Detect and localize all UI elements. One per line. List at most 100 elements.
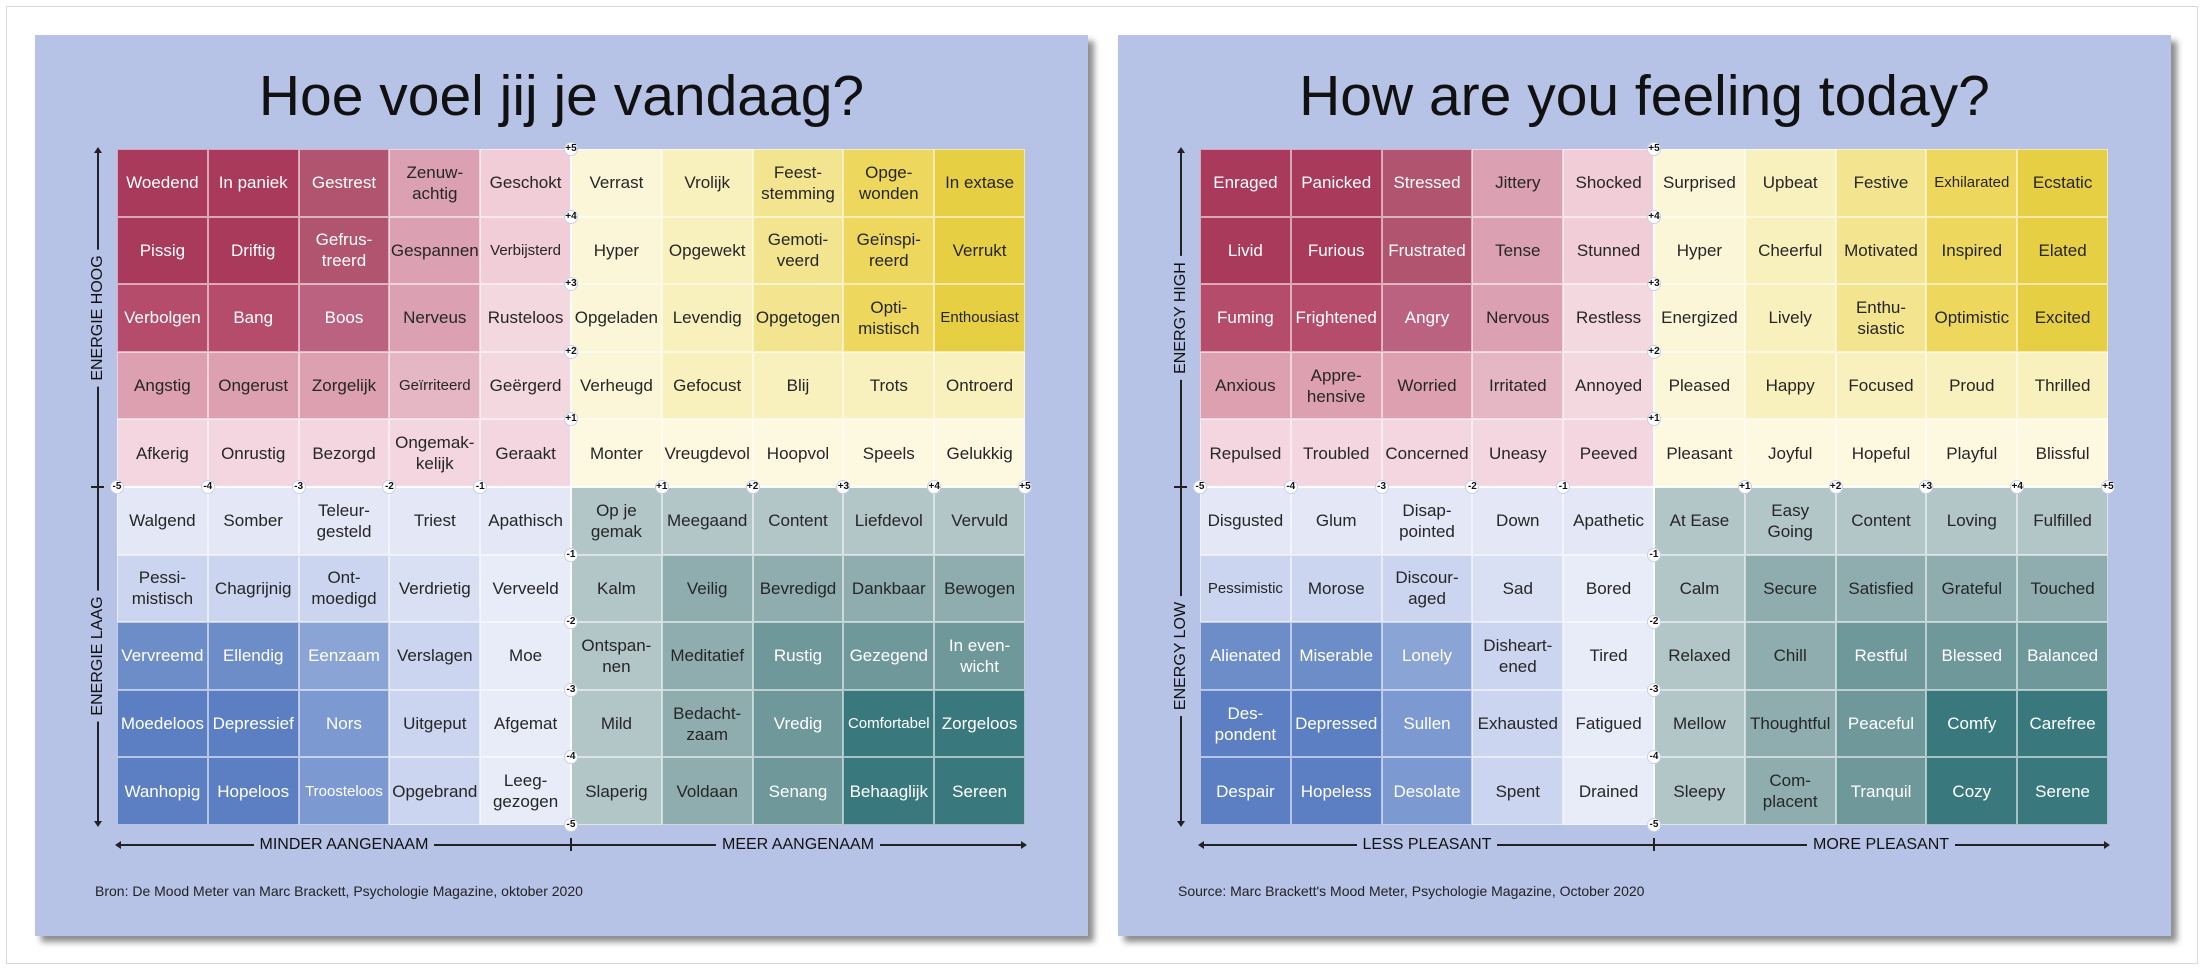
emotion-cell: Repulsed [1200, 419, 1291, 487]
emotion-cell: Woedend [117, 149, 208, 217]
emotion-cell: Rustig [752, 622, 844, 690]
emotion-cell: Onrustig [207, 419, 299, 487]
emotion-cell: Wanhopig [117, 757, 208, 825]
emotion-cell: Focused [1835, 351, 1927, 420]
mood-grid: Enraged Panicked Stressed Jittery Shocked Sur… [1193, 142, 2115, 832]
emotion-cell: Blij [752, 351, 844, 420]
x-axis-tick-label: +5 [1018, 480, 1032, 494]
x-axis-tick-label: -1 [1556, 480, 1571, 494]
emotion-cell: Opti- mistisch [843, 284, 935, 352]
emotion-cell: Exhilarated [1926, 149, 2018, 217]
emotion-cell: Sad [1472, 554, 1564, 623]
emotion-cell: Enthu- siastic [1835, 284, 1927, 352]
emotion-cell: Voldaan [661, 757, 753, 825]
emotion-cell: Enthousiast [934, 284, 1025, 352]
y-axis-tick-label: -2 [1647, 615, 1661, 630]
emotion-cell: Troubled [1290, 419, 1382, 487]
emotion-cell: Thoughtful [1744, 689, 1836, 758]
emotion-cell: Energized [1654, 284, 1745, 352]
emotion-cell: Optimistic [1926, 284, 2018, 352]
emotion-cell: Ongemak- kelijk [389, 419, 481, 487]
emotion-cell: Mild [571, 689, 662, 758]
panel-title: Hoe voel jij je vandaag? [258, 64, 865, 128]
emotion-cell: Boos [298, 284, 390, 352]
emotion-cell: Gemoti- veerd [752, 216, 844, 285]
pleasantness-axis-center-tick [1653, 838, 1655, 851]
emotion-cell: Moedeloos [117, 689, 208, 758]
emotion-cell: Hopeloos [207, 757, 299, 825]
emotion-cell: Furious [1290, 216, 1382, 285]
emotion-cell: Cheerful [1744, 216, 1836, 285]
emotion-cell: Vrolijk [661, 149, 753, 217]
emotion-cell: Geërgerd [480, 351, 571, 420]
emotion-cell: Apathetic [1563, 487, 1654, 555]
arrow-down-icon [1176, 821, 1185, 827]
emotion-cell: Geraakt [480, 419, 571, 487]
y-axis-tick-label: -2 [564, 615, 578, 630]
emotion-cell: Ongerust [207, 351, 299, 420]
emotion-cell: Appre- hensive [1290, 351, 1382, 420]
emotion-cell: Opgetogen [752, 284, 844, 352]
x-axis-tick-label: -5 [110, 480, 124, 494]
y-axis-tick-label: -5 [1647, 818, 1661, 832]
emotion-cell: Down [1472, 487, 1564, 555]
emotion-cell: Verheugd [571, 351, 662, 420]
emotion-cell: Disgusted [1200, 487, 1291, 555]
emotion-cell: Ontspan- nen [571, 622, 662, 690]
emotion-cell: In extase [934, 149, 1025, 217]
emotion-cell: Panicked [1290, 149, 1382, 217]
emotion-cell: Gezegend [843, 622, 935, 690]
arrow-left-icon [115, 840, 121, 849]
emotion-cell: Shocked [1563, 149, 1654, 217]
vertical-axis-line [570, 149, 572, 825]
emotion-cell: Secure [1744, 554, 1836, 623]
emotion-cell: Bewogen [934, 554, 1025, 623]
emotion-cell: Hyper [1654, 216, 1745, 285]
axis-label-more-pleasant: MORE PLEASANT [1807, 837, 1956, 853]
emotion-cell: Proud [1926, 351, 2018, 420]
emotion-cell: Comfortabel [843, 689, 935, 758]
y-axis-tick-label: +2 [564, 344, 578, 359]
emotion-cell: Nerveus [389, 284, 481, 352]
emotion-cell: Pissig [117, 216, 208, 285]
emotion-cell: Concerned [1381, 419, 1473, 487]
emotion-cell: Blessed [1926, 622, 2018, 690]
y-axis-tick-label: +1 [1647, 412, 1661, 427]
emotion-cell: Apathisch [480, 487, 571, 555]
emotion-cell: Disap- pointed [1381, 487, 1473, 555]
y-axis-tick-label: +4 [1647, 209, 1661, 224]
emotion-cell: Hopeless [1290, 757, 1382, 825]
emotion-cell: Opgebrand [389, 757, 481, 825]
emotion-cell: Content [752, 487, 844, 555]
emotion-cell: Troosteloos [298, 757, 390, 825]
emotion-cell: Frustrated [1381, 216, 1473, 285]
emotion-cell: Balanced [2017, 622, 2108, 690]
emotion-cell: Pleasant [1654, 419, 1745, 487]
emotion-cell: Op je gemak [571, 487, 662, 555]
emotion-cell: Levendig [661, 284, 753, 352]
emotion-cell: Angry [1381, 284, 1473, 352]
emotion-cell: Gestrest [298, 149, 390, 217]
emotion-cell: Speels [843, 419, 935, 487]
emotion-cell: Calm [1654, 554, 1745, 623]
energy-axis-center-tick [91, 486, 104, 488]
emotion-cell: Satisfied [1835, 554, 1927, 623]
emotion-cell: Ontroerd [934, 351, 1025, 420]
emotion-cell: Verrukt [934, 216, 1025, 285]
emotion-cell: Surprised [1654, 149, 1745, 217]
y-axis-tick-label: -1 [1647, 547, 1661, 562]
emotion-cell: At Ease [1654, 487, 1745, 555]
emotion-cell: Peeved [1563, 419, 1654, 487]
emotion-cell: Geïrriteerd [389, 351, 481, 420]
emotion-cell: Meegaand [661, 487, 753, 555]
emotion-cell: Triest [389, 487, 481, 555]
emotion-cell: Des- pondent [1200, 689, 1291, 758]
emotion-cell: Miserable [1290, 622, 1382, 690]
emotion-cell: Nervous [1472, 284, 1564, 352]
emotion-cell: Opgeladen [571, 284, 662, 352]
emotion-cell: Bezorgd [298, 419, 390, 487]
emotion-cell: Stunned [1563, 216, 1654, 285]
emotion-cell: Happy [1744, 351, 1836, 420]
emotion-cell: Bevredigd [752, 554, 844, 623]
emotion-cell: Gefocust [661, 351, 753, 420]
